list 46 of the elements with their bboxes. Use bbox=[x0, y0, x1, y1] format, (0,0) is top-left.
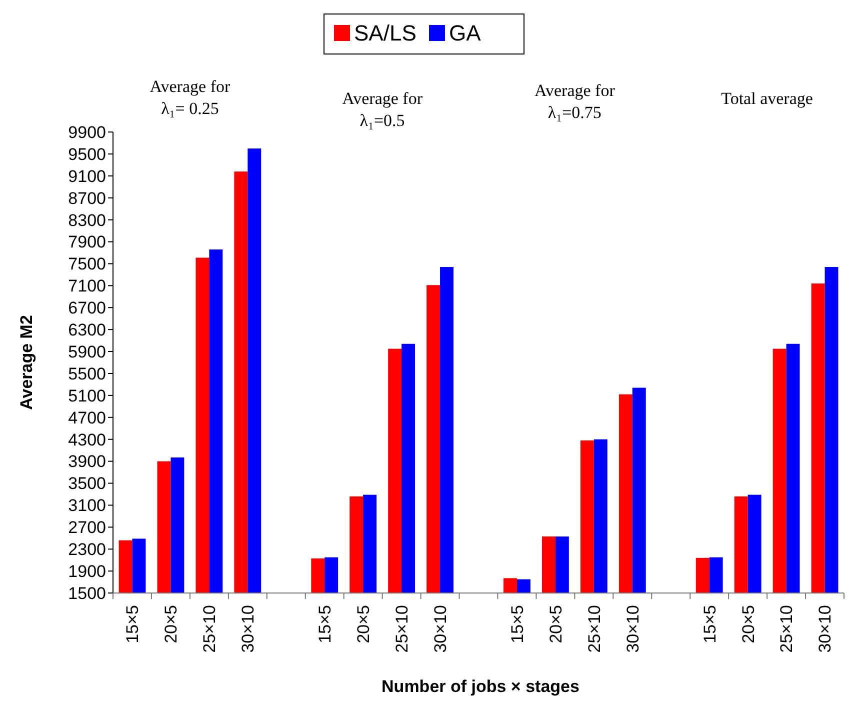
x-tick-label: 25×10 bbox=[584, 605, 604, 653]
y-tick-label: 8700 bbox=[68, 188, 106, 208]
x-tick-label: 25×10 bbox=[392, 605, 412, 653]
x-tick-label: 25×10 bbox=[200, 605, 220, 653]
y-tick-label: 3500 bbox=[68, 474, 106, 494]
x-tick-label: 30×10 bbox=[430, 605, 450, 653]
y-tick-label: 3100 bbox=[68, 496, 106, 516]
text: Total average bbox=[721, 89, 813, 108]
x-tick-label: 15×5 bbox=[123, 605, 142, 644]
x-tick-label: 20×5 bbox=[162, 605, 181, 644]
x-tick-label: 30×10 bbox=[238, 605, 258, 653]
y-tick-label: 2700 bbox=[68, 518, 106, 538]
x-tick-label: 20×5 bbox=[354, 605, 374, 644]
x-tick-label: 15×5 bbox=[700, 605, 720, 644]
x-tick-label: 15×5 bbox=[316, 605, 335, 644]
y-tick-label: 2300 bbox=[68, 540, 106, 560]
y-tick-label: 6300 bbox=[68, 320, 106, 340]
y-axis-title: Average M2 bbox=[17, 315, 36, 410]
y-tick-label: 4700 bbox=[68, 408, 106, 428]
x-tick-label: 30×10 bbox=[816, 605, 835, 653]
y-tick-label: 9500 bbox=[68, 144, 106, 164]
x-tick-label: 15×5 bbox=[508, 605, 527, 644]
y-tick-label: 6700 bbox=[68, 298, 106, 318]
y-tick-label: 9100 bbox=[68, 166, 106, 186]
y-tick-label: 8300 bbox=[68, 210, 106, 230]
text: Average for λ₁=0.75 bbox=[534, 81, 616, 122]
text: Average for λ₁= 0.25 bbox=[150, 77, 230, 118]
y-tick-label: 9900 bbox=[68, 122, 106, 142]
text: Average for λ₁=0.5 bbox=[342, 89, 423, 130]
y-tick-label: 5900 bbox=[68, 342, 106, 362]
legend-label: GA bbox=[449, 20, 482, 46]
y-tick-label: 1500 bbox=[68, 584, 106, 603]
y-tick-label: 7900 bbox=[68, 232, 106, 252]
y-tick-label: 3900 bbox=[68, 452, 106, 472]
y-tick-label: 5100 bbox=[68, 386, 106, 406]
y-tick-label: 4300 bbox=[68, 430, 106, 450]
legend-label: SA/LS bbox=[354, 20, 416, 46]
x-tick-label: 25×10 bbox=[777, 605, 796, 653]
x-tick-label: 20×5 bbox=[738, 605, 758, 644]
x-tick-label: 30×10 bbox=[623, 605, 642, 653]
x-tick-label: 20×5 bbox=[546, 605, 566, 644]
y-tick-label: 1900 bbox=[68, 562, 106, 581]
x-axis-title: Number of jobs × stages bbox=[382, 677, 580, 696]
y-tick-label: 5500 bbox=[68, 364, 106, 384]
y-tick-label: 7500 bbox=[68, 254, 106, 274]
y-tick-label: 7100 bbox=[68, 276, 106, 296]
